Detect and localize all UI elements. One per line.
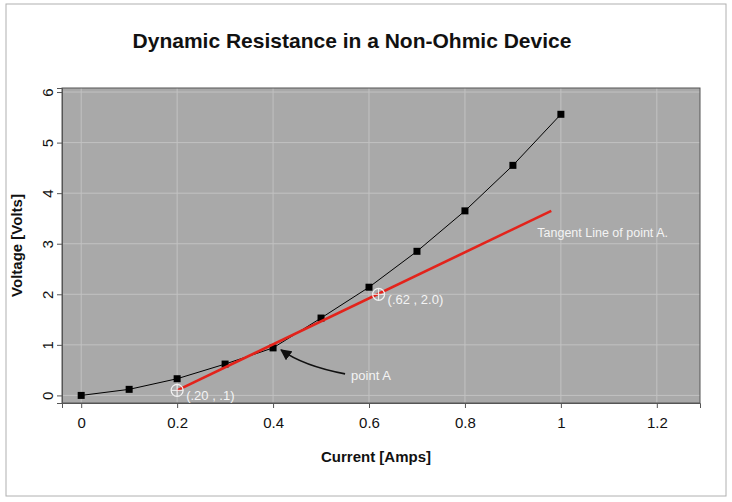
y-tick-label: 2 [39,291,56,299]
plot-frame [62,88,700,403]
x-axis-title: Current [Amps] [321,448,431,465]
y-axis: 0 1 2 3 4 5 6 [39,88,62,403]
x-tick: 1 [557,403,565,431]
x-tick-label: 0.6 [359,414,380,431]
annotation-circle [171,384,183,396]
series-marker [557,111,564,118]
grid-line-x [81,88,82,403]
x-tick: 0 [78,403,86,431]
annotation-crosshair [378,288,379,300]
y-tick-mark [57,244,62,245]
x-axis-line [63,404,701,409]
series-marker [126,386,133,393]
y-tick-mark [57,143,62,144]
series-line [177,211,551,390]
grid-line-y [62,395,700,396]
y-tick: 2 [39,291,62,299]
grid-line-y [62,193,700,194]
x-tick-mark [177,403,178,408]
y-tick: 4 [39,189,62,197]
x-tick-label: 0 [78,414,86,431]
annotations: (.20 , .1) (.62 , 2.0) point A Tangent Line… [186,226,668,403]
y-tick: 1 [39,341,62,349]
plot-area [62,88,700,403]
x-tick: 1.2 [647,403,668,431]
y-tick: 3 [39,240,62,248]
y-tick: 6 [39,88,62,96]
y-tick-label: 0 [39,392,56,400]
x-tick-label: 1.2 [647,414,668,431]
chart: 0 0.2 0.4 0.6 0.8 1 1.2 0 1 2 3 4 5 6 Dynamic Resistan… [0,0,732,502]
x-tick-label: 1 [557,414,565,431]
y-tick-label: 5 [39,139,56,147]
x-tick-label: 0.4 [263,414,284,431]
x-tick: 0.2 [167,403,188,431]
annotation-label: Tangent Line of point A. [537,226,668,240]
series-marker [78,392,85,399]
y-tick-label: 1 [39,341,56,349]
title: Dynamic Resistance in a Non-Ohmic Device [133,29,572,52]
grid-line-x [369,88,370,403]
x-tick-mark [273,403,274,408]
x-tick-label: 0.2 [167,414,188,431]
grid-line-x [177,88,178,403]
grid-line-x [656,88,657,403]
grid-line-x [464,88,465,403]
x-axis: 0 0.2 0.4 0.6 0.8 1 1.2 [63,403,701,431]
series-marker [174,375,181,382]
y-tick-label: 4 [39,189,56,197]
x-tick-mark [81,403,82,408]
grid-line-x [560,88,561,403]
x-tick-mark [561,403,562,408]
y-axis-title: Voltage [Volts] [8,194,25,297]
series-line [81,114,561,395]
annotation-arrow [281,350,345,374]
grid-line-x [273,88,274,403]
x-tick-mark [369,403,370,408]
y-axis-line [57,89,63,404]
annotation-label: (.20 , .1) [186,388,234,403]
series-marker [366,284,373,291]
chart-border [6,4,726,496]
grid-line-y [62,92,700,93]
series-marker [413,248,420,255]
grid-line-y [62,294,700,295]
grid-line-y [62,142,700,143]
y-tick-mark [57,345,62,346]
y-tick: 0 [39,392,62,400]
annotation-circle [373,288,385,300]
y-tick: 5 [39,139,62,147]
grid [62,88,700,403]
x-tick-label: 0.8 [455,414,476,431]
series-marker [509,162,516,169]
x-tick-mark [657,403,658,408]
y-tick-label: 6 [39,88,56,96]
series-marker [461,207,468,214]
x-tick: 0.8 [455,403,476,431]
x-tick: 0.6 [359,403,380,431]
y-tick-mark [57,294,62,295]
grid-line-y [62,344,700,345]
y-tick-mark [57,92,62,93]
y-tick-label: 3 [39,240,56,248]
grid-line-y [62,243,700,244]
plot-marks [78,111,565,399]
annotation-label: (.62 , 2.0) [388,292,444,307]
annotation-label: point A [351,368,391,383]
y-tick-mark [57,395,62,396]
y-tick-mark [57,193,62,194]
annotation-crosshair [177,384,178,396]
x-tick: 0.4 [263,403,284,431]
x-tick-mark [465,403,466,408]
